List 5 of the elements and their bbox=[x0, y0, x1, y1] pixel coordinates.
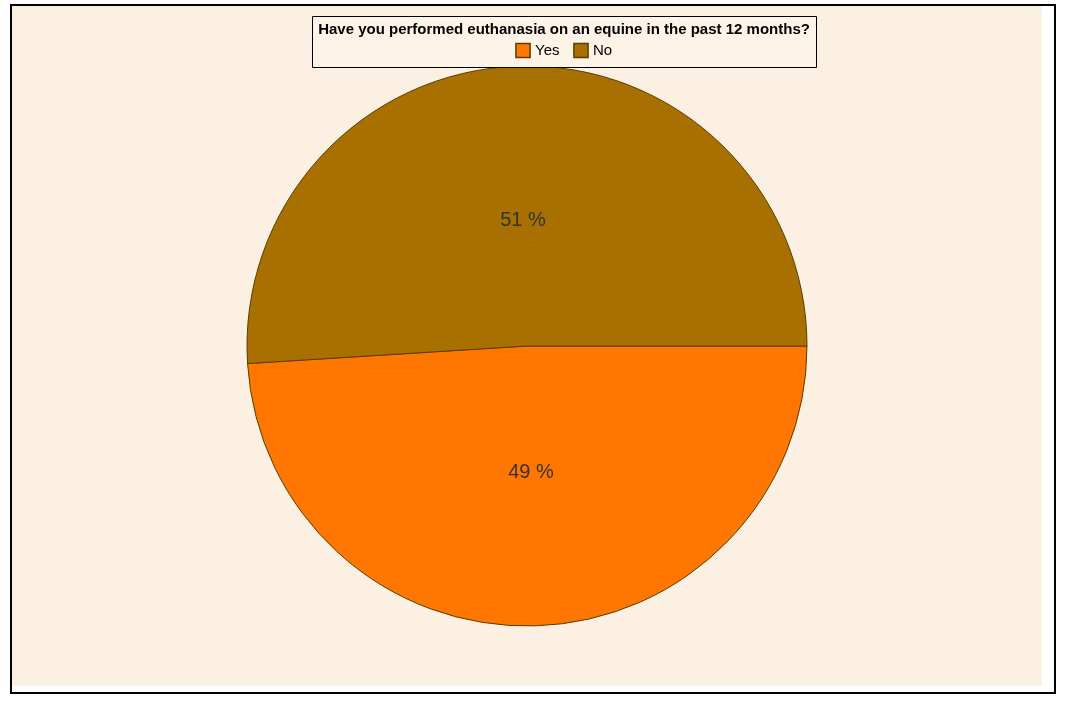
legend-label: No bbox=[593, 41, 613, 59]
data-label: 51 % bbox=[500, 208, 547, 231]
legend-label: Yes bbox=[535, 41, 560, 59]
legend-title: Have you performed euthanasia on an equine in the past 12 months? bbox=[318, 20, 810, 37]
data-label: 49 % bbox=[508, 459, 554, 482]
